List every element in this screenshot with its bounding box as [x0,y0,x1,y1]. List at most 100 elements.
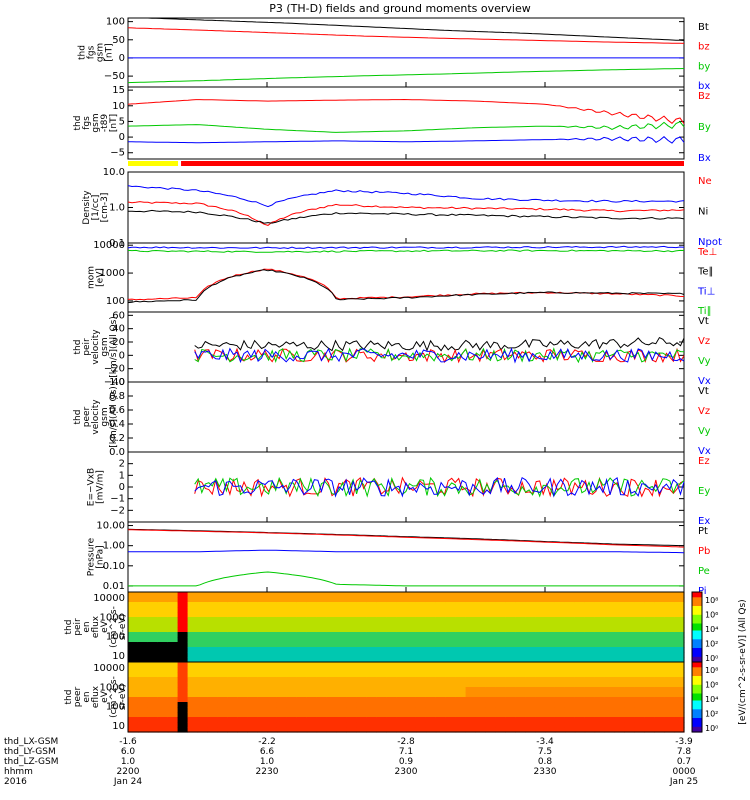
spectrogram-cell [286,607,298,613]
colorbar-cell [692,656,702,660]
spectrogram-cell [356,632,367,638]
spectrogram-cell [425,717,437,723]
y-tick-label: 0.6 [109,405,125,416]
spectrogram-cell [475,717,486,723]
spectrogram-cell [267,652,278,658]
spectrogram-cell [425,592,437,598]
spectrogram-cell [296,597,308,603]
spectrogram-cell [296,657,308,663]
spectrogram-cell [525,722,536,728]
spectrogram-cell [167,717,179,723]
spectrogram-cell [505,682,516,688]
spectrogram-cell [475,702,486,708]
series-line-vx [194,347,685,364]
spectrogram-cell [644,642,655,648]
spectrogram-cell [495,692,506,698]
spectrogram-cell [157,642,169,648]
spectrogram-cell [286,652,298,658]
spectrogram-cell [137,617,149,623]
spectrogram-cell [614,617,625,623]
spectrogram-cell [376,612,387,618]
spectrogram-cell [366,687,377,693]
spectrogram-cell [336,707,347,713]
spectrogram-cell [505,722,516,728]
spectrogram-cell [167,707,179,713]
spectrogram-cell [128,592,139,598]
y-axis-label-line: sr-eV) [118,614,128,640]
spectrogram-cell [624,627,635,633]
spectrogram-cell [664,642,675,648]
spectrogram-cell [276,697,288,703]
spectrogram-cell [187,667,199,673]
spectrogram-cell [157,727,169,733]
spectrogram-cell [594,707,606,713]
spectrogram-cell [505,672,516,678]
spectrogram-cell [525,607,536,613]
spectrogram-cell [574,712,586,718]
colorbar-cell [692,660,702,663]
spectrogram-cell [664,682,675,688]
spectrogram-cell [525,642,536,648]
spectrogram-cell [396,642,407,648]
spectrogram-cell [326,617,338,623]
y-axis-label-line: [cm-3] [100,193,110,223]
spectrogram-cell [276,622,288,628]
spectrogram-cell [406,697,417,703]
spectrogram-cell [574,677,586,683]
spectrogram-cell [247,597,258,603]
spectrogram-cell [316,592,328,598]
y-axis-label-line: -t89 [100,114,110,133]
spectrogram-cell [177,697,189,703]
spectrogram-cell [296,627,308,633]
spectrogram-cell [197,657,208,663]
spectrogram-cell [157,657,169,663]
spectrogram-cell [406,722,417,728]
spectrogram-cell [664,667,675,673]
spectrogram-cell [485,702,496,708]
y-axis-label-line: fgs [87,45,97,59]
spectrogram-cell [435,722,447,728]
y-axis-label: Pressure [nPa] [87,537,106,576]
colorbar-cell [692,632,702,635]
spectrogram-cell [445,647,457,653]
colorbar-tick-label: 10⁴ [705,625,718,634]
spectrogram-cell [485,707,496,713]
legend-ey: Ey [698,486,710,497]
spectrogram-cell [147,597,159,603]
spectrogram-cell [128,677,139,683]
spectrogram-cell [326,642,338,648]
spectrogram-cell [425,602,437,608]
spectrogram-cell [584,637,596,643]
spectrogram-cell [346,697,357,703]
spectrogram-cell [594,652,606,658]
figure-title: P3 (TH-D) fields and ground moments over… [269,2,531,15]
spectrogram-cell [445,657,457,663]
spectrogram-cell [594,622,606,628]
spectrogram-cell [346,692,357,698]
spectrogram-cell [366,702,377,708]
x-tick-value-ly: 6.0 [121,747,136,757]
spectrogram-cell [167,682,179,688]
spectrogram-cell [525,667,536,673]
spectrogram-cell [177,642,189,648]
x-tick-value-hhmm: 0000 [673,767,696,777]
spectrogram-cell [306,592,318,598]
spectrogram-cell [614,677,625,683]
legend-ni: Ni [698,207,708,218]
y-axis-label-line: en [82,621,92,632]
spectrogram-cell [267,607,278,613]
spectrogram-cell [455,692,467,698]
spectrogram-cell [554,682,566,688]
spectrogram-cell [306,632,318,638]
spectrogram-cell [167,617,179,623]
spectrogram-cell [207,597,218,603]
spectrogram-cell [217,647,228,653]
y-axis-label-line: peir [73,618,83,636]
spectrogram-cell [306,617,318,623]
spectrogram-cell [326,647,338,653]
spectrogram-cell [336,677,347,683]
spectrogram-cell [386,692,397,698]
spectrogram-cell [376,647,387,653]
